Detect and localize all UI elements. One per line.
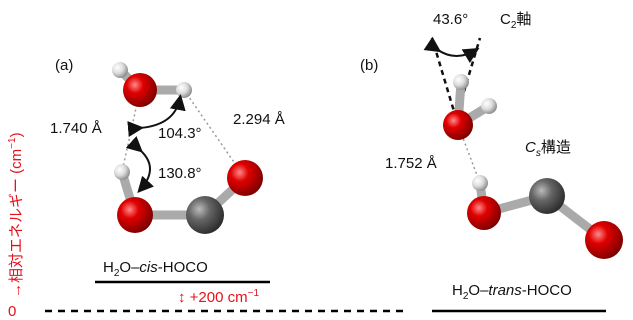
scale-label: ↕ +200 cm−1 xyxy=(178,288,259,306)
figure: (a) 1.740 Å 104.3° 2.294 Å 130.8° H2O–ci… xyxy=(0,0,633,320)
panel-tag: (a) xyxy=(55,57,73,74)
angle-label: 104.3° xyxy=(158,125,202,142)
zero-label: 0 xyxy=(8,303,16,320)
axis-title: →相対エネルギー (cm−1) xyxy=(7,132,25,298)
species-label: H2O–cis-HOCO xyxy=(103,259,208,279)
symmetry-label: Cs構造 xyxy=(525,139,571,159)
angle-label: 130.8° xyxy=(158,165,202,182)
distance-label: 2.294 Å xyxy=(233,111,285,128)
angle-label: 43.6° xyxy=(433,11,468,28)
distance-label: 1.740 Å xyxy=(50,120,102,137)
species-label: H2O–trans-HOCO xyxy=(452,282,572,302)
molecule-a xyxy=(112,62,263,234)
distance-label: 1.752 Å xyxy=(385,155,437,172)
axis-label: C2軸 xyxy=(500,11,531,31)
panel-tag: (b) xyxy=(360,57,378,74)
